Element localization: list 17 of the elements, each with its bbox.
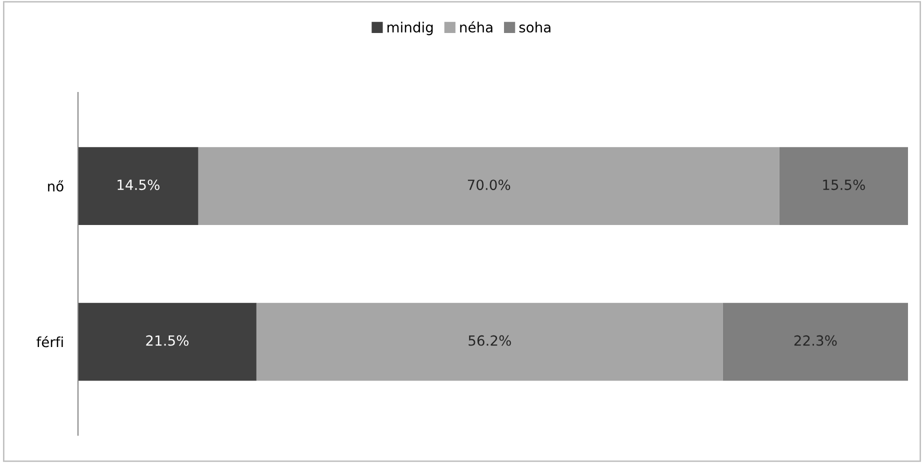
data-label: 70.0% bbox=[468, 180, 510, 190]
legend-label: néha bbox=[460, 21, 492, 33]
bar bbox=[78, 147, 198, 225]
bar bbox=[256, 302, 723, 381]
data-label: 21.5% bbox=[146, 335, 189, 346]
data-label: 14.5% bbox=[118, 180, 160, 190]
y-tick-label: nő bbox=[48, 180, 64, 192]
bar bbox=[722, 302, 908, 381]
y-tick-label: férfi bbox=[36, 336, 63, 348]
legend-label: soha bbox=[519, 22, 550, 33]
bar bbox=[78, 302, 256, 381]
bar bbox=[779, 147, 908, 225]
data-label: 22.3% bbox=[794, 335, 837, 346]
data-label: 15.5% bbox=[823, 180, 865, 190]
bar bbox=[198, 147, 780, 225]
legend-label: mindig bbox=[388, 22, 433, 36]
data-label: 56.2% bbox=[468, 335, 511, 346]
